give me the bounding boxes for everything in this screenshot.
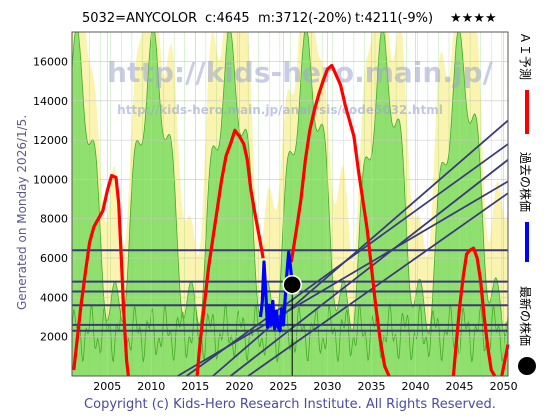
ai-forecast-line (72, 173, 130, 377)
legend-latest-price-label: 最新の株価 (518, 286, 533, 346)
legend: ＡＩ予測 過去の株価 最新の株価 (518, 32, 536, 375)
current-price-label: c:4645 (205, 11, 250, 26)
trend-line (247, 192, 509, 377)
plot-frame (71, 31, 509, 377)
trend-line (229, 159, 509, 377)
legend-past-price-label: 過去の株価 (518, 152, 533, 212)
past-price-line (258, 250, 294, 333)
ai-forecast-line (195, 128, 265, 377)
x-tick-label: 2050 (490, 380, 518, 393)
ai-forecast-line (289, 63, 391, 377)
watermark-url: http://kids-hero.main.jp/ (107, 56, 493, 89)
ai-forecast-line (500, 344, 510, 377)
y-tick-label: 10000 (33, 173, 68, 186)
y-tick-label: 2000 (40, 331, 68, 344)
trend-line (212, 119, 509, 377)
trend-line (185, 143, 509, 377)
legend-ai-forecast: ＡＩ予測 (518, 32, 532, 134)
copyright-footer: Copyright (c) Kids-Hero Research Institu… (84, 397, 496, 412)
series-lines (72, 63, 510, 377)
trend-lines (177, 119, 509, 377)
y-tick-label: 16000 (33, 55, 68, 68)
x-tick-label: 2045 (446, 380, 474, 393)
legend-latest-price: 最新の株価 (518, 286, 536, 375)
y-tick-label: 4000 (40, 291, 68, 304)
target-price-label: t:4211(-9%) (355, 11, 433, 26)
stock-code-label: 5032=ANYCOLOR (82, 11, 197, 26)
x-tick-label: 2035 (357, 380, 385, 393)
valuation-zones (71, 31, 509, 377)
watermark: http://kids-hero.main.jp/ http://kids-he… (107, 56, 493, 117)
x-tick-label: 2005 (93, 380, 121, 393)
rating-stars: ★★★★ (450, 11, 497, 26)
latest-price-marker (282, 274, 302, 295)
x-tick-label: 2040 (402, 380, 430, 393)
x-tick-label: 2015 (181, 380, 209, 393)
y-axis-ticks: 2000 4000 6000 8000 10000 12000 14000 16000 (33, 55, 68, 343)
x-tick-label: 2025 (269, 380, 297, 393)
y-tick-label: 14000 (33, 95, 68, 108)
watermark-url-sub: http://kids-hero.main.jp/analysis/code50… (117, 103, 443, 117)
generated-date-label: Generated on Monday 2026/1/5. (15, 115, 29, 310)
legend-past-price: 過去の株価 (518, 152, 533, 262)
x-tick-label: 2010 (137, 380, 165, 393)
y-tick-label: 8000 (40, 213, 68, 226)
median-price-label: m:3712(-20%) (258, 11, 352, 26)
y-tick-label: 6000 (40, 252, 68, 265)
ai-forecast-line (451, 246, 497, 377)
trend-line (177, 180, 509, 377)
legend-ai-forecast-label: ＡＩ予測 (518, 32, 532, 80)
plot-area: http://kids-hero.main.jp/ http://kids-he… (71, 31, 510, 377)
y-tick-label: 12000 (33, 134, 68, 147)
x-tick-label: 2020 (225, 380, 253, 393)
x-axis-ticks: 2005 2010 2015 2020 2025 2030 2035 2040 2045 2050 (93, 380, 517, 393)
x-tick-label: 2030 (313, 380, 341, 393)
legend-latest-price-swatch (518, 357, 536, 375)
lower-band-line (71, 303, 509, 363)
